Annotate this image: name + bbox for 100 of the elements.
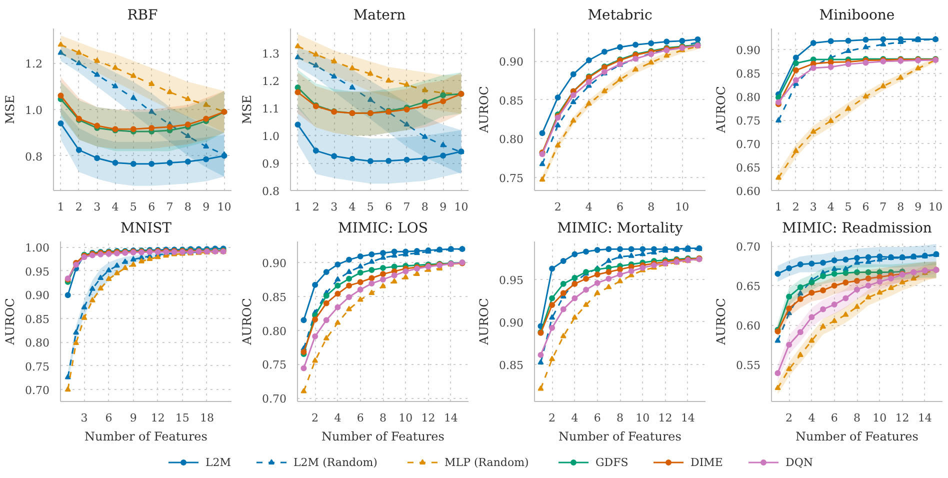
y-tick-label: 0.70	[25, 384, 50, 398]
x-tick-label: 8	[616, 412, 624, 424]
legend-label: MLP (Random)	[444, 456, 529, 469]
x-tick-label: 4	[334, 412, 342, 424]
x-tick-label: 7	[166, 200, 174, 214]
y-tick-label: 0.65	[736, 280, 761, 294]
x-tick-label: 4	[112, 200, 119, 214]
x-tick-label: 10	[398, 412, 413, 424]
y-tick-label: 1.3	[262, 48, 280, 61]
y-tick-label: 0.70	[736, 240, 761, 254]
y-tick-label: 0.90	[262, 257, 287, 270]
y-axis-title: AUROC	[714, 298, 728, 346]
x-tick-label: 12	[150, 412, 165, 424]
x-tick-label: 6	[356, 412, 364, 424]
x-tick-label: 14	[680, 412, 695, 424]
x-tick-label: 9	[130, 412, 137, 424]
x-tick-label: 8	[897, 200, 904, 214]
x-tick-label: 3	[810, 200, 817, 214]
x-tick-label: 4	[571, 412, 578, 424]
y-tick-label: 0.90	[499, 316, 524, 330]
x-tick-label: 8	[421, 200, 428, 214]
y-tick-label: 0.80	[736, 91, 761, 104]
x-tick-label: 12	[895, 412, 910, 424]
y-tick-label: 1.1	[262, 102, 280, 116]
y-tick-label: 0.90	[499, 56, 524, 69]
x-tick-label: 2	[786, 412, 793, 424]
x-tick-label: 4	[827, 200, 834, 214]
y-tick-label: 0.60	[736, 185, 761, 198]
y-tick-label: 0.65	[736, 162, 761, 175]
x-tick-label: 10	[675, 200, 690, 214]
x-tick-label: 10	[872, 412, 887, 424]
x-tick-label: 3	[330, 200, 338, 214]
x-tick-label: 12	[421, 412, 436, 424]
x-tick-label: 1	[774, 200, 782, 214]
legend-label: GDFS	[596, 456, 628, 469]
legend-label: L2M	[206, 456, 232, 469]
y-tick-label: 0.85	[499, 358, 524, 372]
x-tick-label: 2	[312, 412, 319, 424]
y-tick-label: 0.90	[736, 44, 761, 58]
chart-title: MIMIC: Readmission	[782, 220, 932, 236]
x-tick-label: 8	[854, 412, 860, 424]
y-tick-label: 0.85	[736, 68, 761, 81]
x-tick-label: 9	[914, 200, 922, 214]
chart-title: Miniboone	[819, 8, 895, 24]
y-tick-label: 0.8	[25, 150, 43, 164]
y-tick-label: 0.70	[262, 392, 287, 406]
y-tick-label: 0.55	[736, 358, 761, 372]
x-tick-label: 10	[454, 200, 468, 214]
x-axis-title: Number of Features	[796, 430, 918, 444]
chart-title: MIMIC: LOS	[338, 220, 428, 236]
y-tick-label: 0.60	[736, 320, 761, 333]
chart-title: MNIST	[120, 220, 172, 236]
y-axis-title: AUROC	[240, 298, 254, 346]
x-tick-label: 9	[202, 200, 210, 214]
y-tick-label: 0.85	[25, 312, 50, 326]
x-tick-label: 4	[348, 200, 356, 214]
x-tick-label: 18	[200, 412, 214, 424]
x-tick-label: 15	[175, 412, 190, 424]
x-tick-label: 5	[844, 200, 852, 214]
x-tick-label: 9	[440, 200, 447, 214]
x-tick-label: 5	[366, 200, 374, 214]
chart-title: RBF	[127, 8, 158, 24]
x-tick-label: 5	[130, 200, 137, 214]
chart-title: MIMIC: Mortality	[557, 220, 683, 236]
x-tick-label: 10	[217, 200, 232, 214]
y-axis-title: MSE	[240, 94, 254, 124]
x-tick-label: 2	[548, 412, 556, 424]
y-tick-label: 0.95	[25, 265, 50, 278]
x-tick-label: 2	[792, 200, 800, 214]
y-tick-label: 0.75	[262, 358, 287, 372]
y-tick-label: 0.85	[262, 290, 287, 304]
x-tick-label: 6	[616, 200, 624, 214]
x-tick-label: 1	[57, 200, 64, 214]
x-tick-label: 6	[385, 200, 392, 214]
chart-title: Metabric	[588, 8, 652, 24]
y-tick-label: 0.9	[262, 158, 280, 171]
x-tick-label: 14	[444, 412, 458, 424]
x-tick-label: 8	[648, 200, 655, 214]
y-tick-label: 0.75	[25, 360, 50, 374]
y-tick-label: 0.70	[736, 138, 761, 152]
x-tick-label: 6	[148, 200, 156, 214]
x-axis-title: Number of Features	[84, 430, 208, 444]
x-tick-label: 12	[658, 412, 672, 424]
y-tick-label: 0.80	[499, 133, 524, 146]
x-tick-label: 1	[294, 200, 302, 214]
legend-label: DIME	[690, 456, 723, 469]
x-tick-label: 4	[808, 412, 816, 424]
y-tick-label: 0.80	[262, 324, 287, 338]
x-tick-label: 14	[918, 412, 932, 424]
y-tick-label: 0.75	[736, 114, 761, 128]
x-tick-label: 2	[75, 200, 82, 214]
y-tick-label: 1.2	[262, 75, 280, 88]
y-tick-label: 0.8	[262, 185, 280, 198]
chart-title: Matern	[353, 8, 406, 24]
x-tick-label: 6	[830, 412, 838, 424]
x-tick-label: 7	[403, 200, 410, 214]
y-axis-title: AUROC	[477, 86, 492, 134]
x-tick-label: 8	[184, 200, 192, 214]
x-tick-label: 6	[862, 200, 870, 214]
y-axis-title: AUROC	[714, 86, 728, 134]
